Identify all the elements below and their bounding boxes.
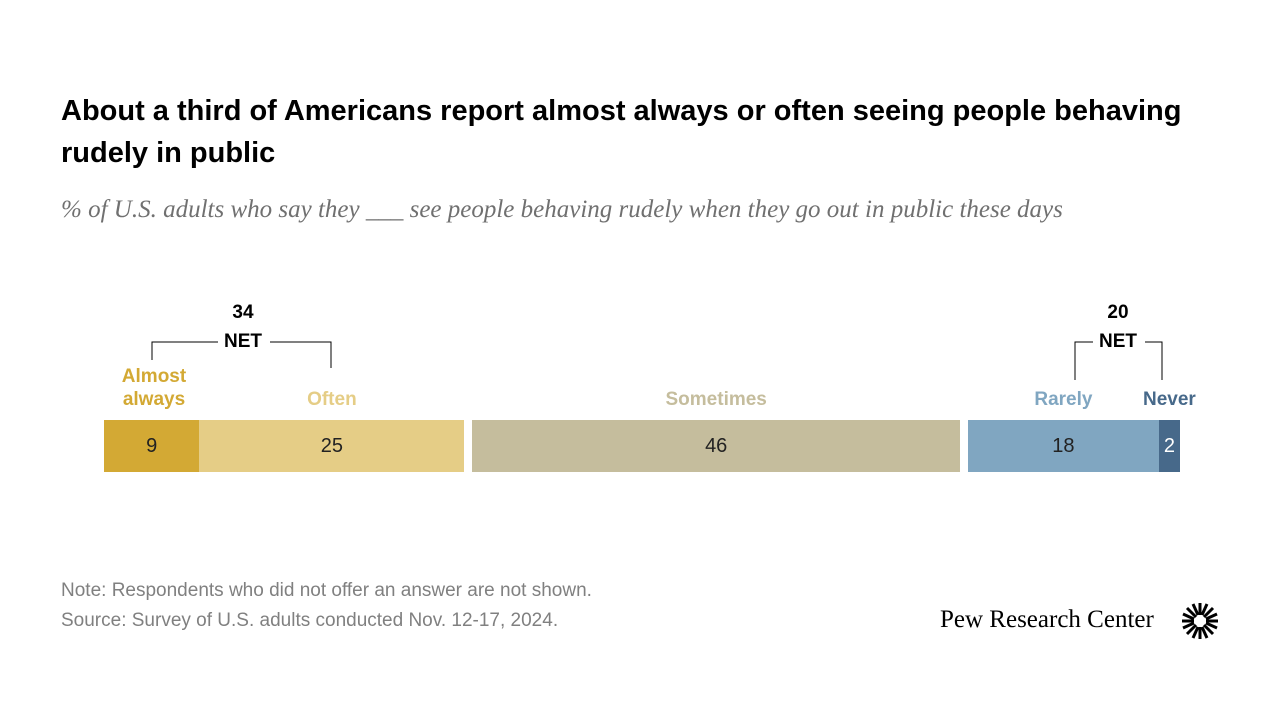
value-label: 9 [146,435,158,457]
bracket [1074,341,1093,380]
bracket [270,341,332,368]
bar [199,420,465,472]
category-label: Never [1142,389,1196,410]
value-label: 18 [1052,435,1075,457]
category-label: Sometimes [665,389,767,410]
net-label: NET [224,331,262,352]
bracket [151,341,218,360]
net-label: NET [1099,331,1137,352]
note: Note: Respondents who did not offer an a… [61,580,592,601]
category-label: Often [307,389,357,410]
value-label: 46 [705,435,728,457]
value-label: 2 [1163,435,1175,457]
category-label: Almost always [121,366,187,410]
logo-icon [1182,603,1218,639]
source: Source: Survey of U.S. adults conducted … [61,610,559,631]
value-label: 25 [320,435,344,457]
net-value: 34 [232,302,254,323]
bar [472,420,960,472]
bar [1158,420,1180,472]
bar [104,420,200,472]
bracket [1145,341,1163,380]
chart-subtitle: % of U.S. adults who say they ___ see pe… [61,196,1063,223]
chart-title: About a third of Americans report almost… [61,95,1182,169]
net-value: 20 [1107,302,1129,323]
category-label: Rarely [1034,389,1093,410]
bar [968,420,1159,472]
logo: Pew Research Center [940,606,1154,633]
